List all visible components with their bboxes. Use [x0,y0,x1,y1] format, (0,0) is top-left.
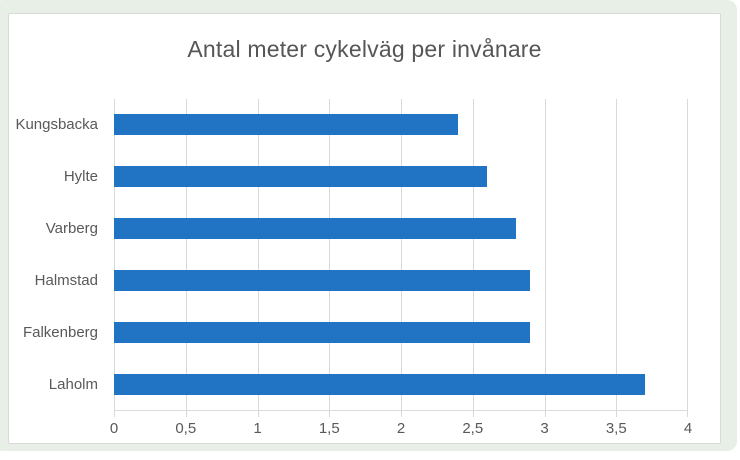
bar-row [114,99,688,151]
chart-card: Antal meter cykelväg per invånare [8,13,721,444]
gridline [185,99,187,417]
bar-row [114,306,688,358]
x-tick-label: 2,5 [462,420,484,437]
chart-outer-frame: Antal meter cykelväg per invånare [0,0,737,451]
category-label-falkenberg: Falkenberg [22,323,98,341]
bar-laholm [114,373,645,395]
gridline [401,99,402,417]
gridline [329,99,331,417]
value-axis: 0 0,5 1 1,5 2 2,5 3 3,5 4 [110,420,692,440]
bar-varberg [114,218,516,240]
x-tick-label: 4 [683,420,693,437]
x-tick-label: 3 [540,420,549,437]
category-label-hylte: Hylte [63,168,98,186]
bar-row [114,151,688,203]
plot-area [114,99,688,417]
x-tick-label: 1,5 [318,420,340,437]
x-tick-label: 0,5 [175,420,197,437]
x-tick-label: 1 [253,420,262,437]
gridline [114,99,115,417]
bar-series [114,99,688,410]
bar-row [114,254,688,306]
gridline [687,99,688,417]
x-tick-label: 0 [109,420,119,437]
x-tick-label: 2 [396,420,406,437]
x-tick-label: 3,5 [605,420,627,437]
chart-title: Antal meter cykelväg per invånare [187,36,542,62]
bar-hylte [114,166,488,188]
gridline [544,99,546,417]
bar-falkenberg [114,321,531,343]
category-label-laholm: Laholm [48,375,98,393]
category-label-halmstad: Halmstad [34,271,98,289]
category-axis: Kungsbacka Hylte Varberg Halmstad Falken… [9,99,106,410]
bar-halmstad [114,269,531,291]
gridline [472,99,474,417]
bar-row [114,358,688,410]
gridline [616,99,618,417]
category-label-varberg: Varberg [45,220,98,238]
category-label-kungsbacka: Kungsbacka [15,116,98,134]
bar-row [114,203,688,255]
bar-kungsbacka [114,114,459,136]
gridline [257,99,259,417]
